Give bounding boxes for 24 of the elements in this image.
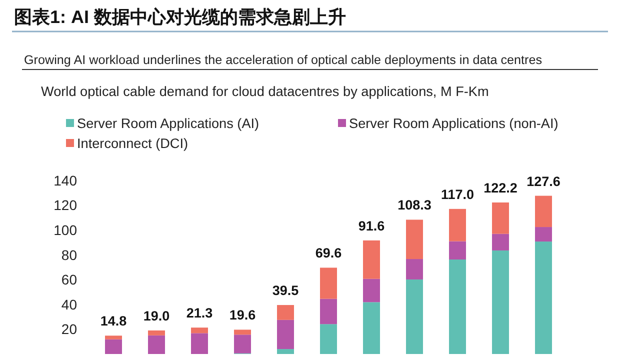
total: 69.6 [315,246,342,261]
total: 108.3 [398,198,432,213]
total: 117.0 [440,186,474,202]
total: 19.6 [229,308,256,323]
title: 图表1: AI 数据中心对光缆的需求急剧上升 [14,7,346,27]
legend-item: Server Room Applications (non-AI) [338,116,558,131]
subtitle: Growing AI workload underlines the acceleration of optical cable deployments in data centres [24,53,542,67]
legend-item: Interconnect (DCI) [66,136,188,151]
total: 19.0 [143,308,170,324]
total: 91.6 [358,218,385,234]
annotation: World optical cable demand for cloud datacentres by applications, M F-Km [41,84,489,99]
ytick: 20 [61,321,77,338]
total: 39.5 [272,283,299,298]
ytick: 100 [54,222,77,238]
total: 127.6 [526,174,560,189]
ytick: 120 [54,197,77,214]
ytick: 80 [61,246,77,263]
legend-item: Server Room Applications (AI) [66,116,260,131]
ytick: 60 [61,272,77,288]
total: 122.2 [484,180,518,196]
total: 14.8 [100,314,127,329]
ytick: 140 [54,172,77,188]
ytick: 40 [61,296,77,312]
total: 21.3 [186,306,213,321]
